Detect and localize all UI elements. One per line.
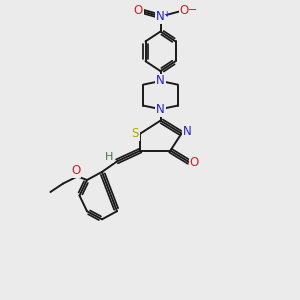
Text: −: − (188, 5, 197, 16)
Text: H: H (105, 152, 113, 163)
Text: N: N (156, 103, 165, 116)
Text: N: N (156, 10, 165, 23)
Text: O: O (134, 4, 142, 17)
Text: N: N (182, 125, 191, 138)
Text: O: O (190, 155, 199, 169)
Text: O: O (71, 164, 80, 178)
Text: +: + (163, 10, 169, 19)
Text: S: S (131, 127, 139, 140)
Text: N: N (156, 74, 165, 88)
Text: O: O (180, 4, 189, 17)
